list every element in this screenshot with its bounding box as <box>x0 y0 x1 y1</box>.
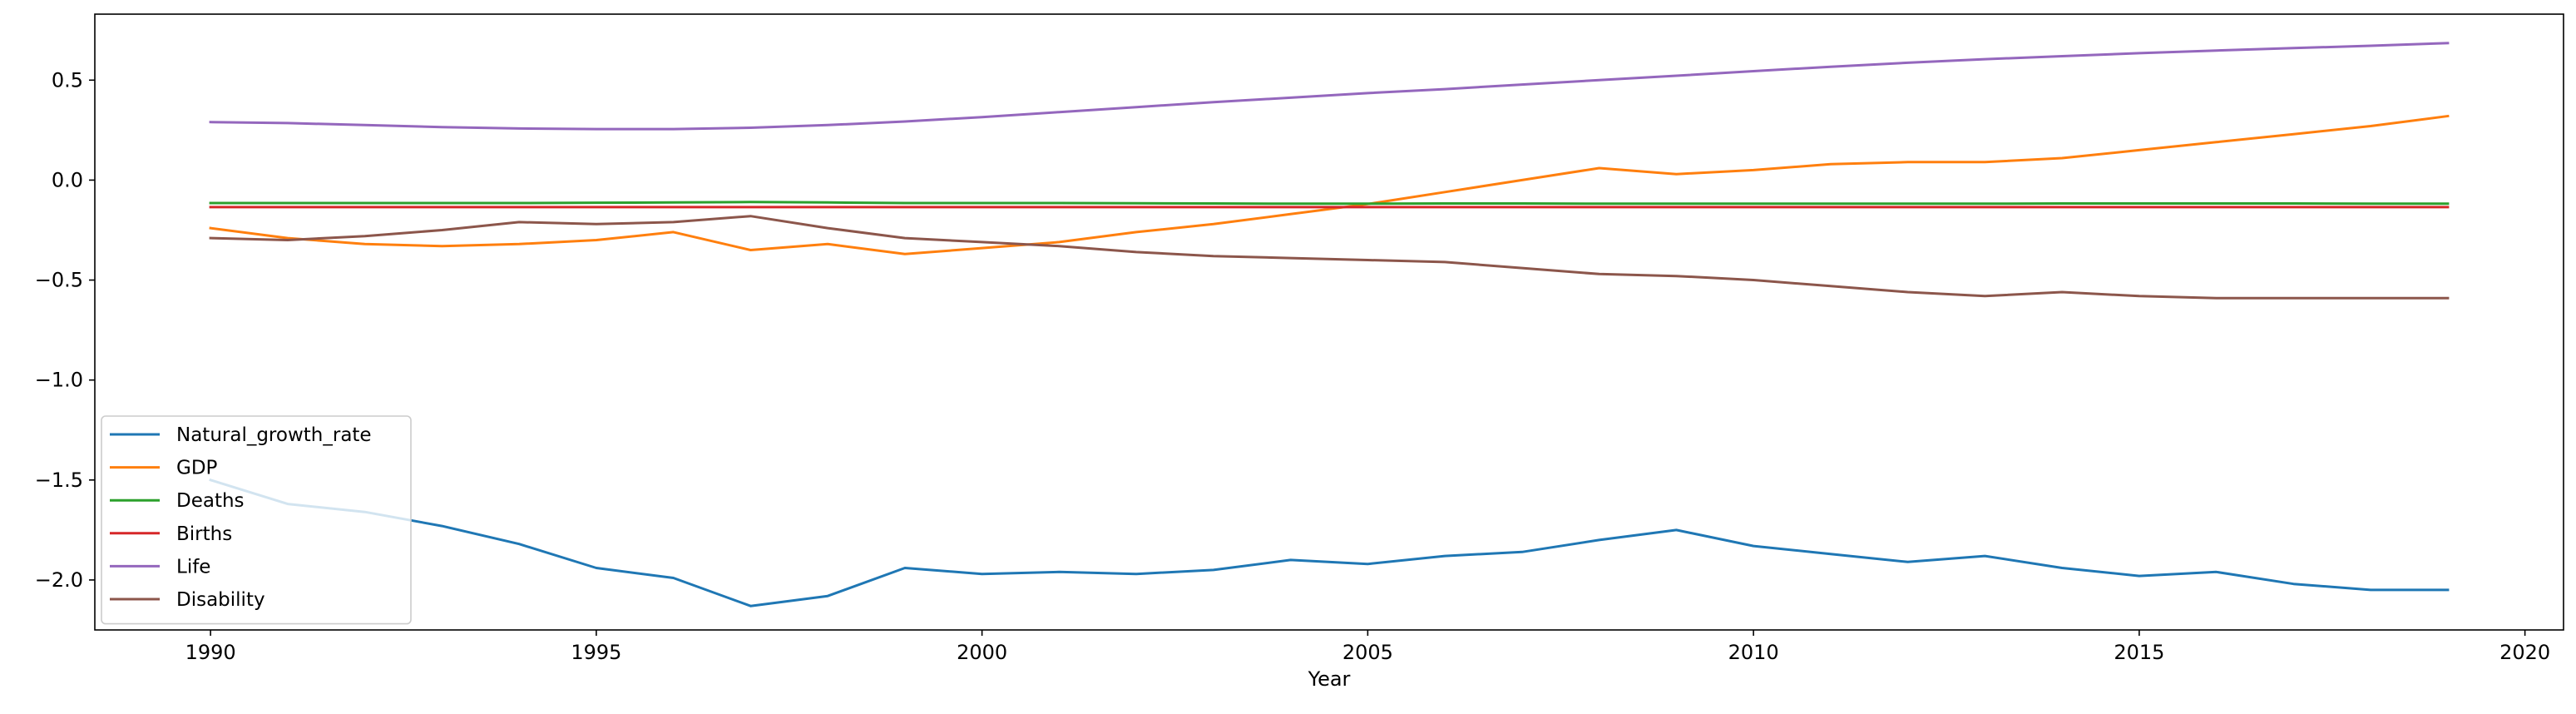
legend-box <box>101 415 412 625</box>
y-tick-label: 0.5 <box>52 68 83 92</box>
x-axis-title: Year <box>1308 667 1351 691</box>
x-tick-label: 2020 <box>2499 641 2550 664</box>
legend: Natural_growth_rate GDP Deaths Births Life Di… <box>101 415 412 625</box>
legend-label-gdp: GDP <box>176 458 218 479</box>
x-axis-ticks: 1990 1995 2000 2005 2010 2015 2020 <box>185 630 2550 664</box>
legend-label-life: Life <box>176 556 210 578</box>
y-tick-label: 0.0 <box>52 168 83 191</box>
series-layer <box>209 42 2450 607</box>
axes-frame <box>94 13 2564 631</box>
legend-label-natural-growth-rate: Natural_growth_rate <box>176 424 372 446</box>
y-tick-label: −1.0 <box>35 369 83 392</box>
series-line-natural-growth-rate <box>209 478 2450 607</box>
x-tick-label: 2000 <box>957 641 1007 664</box>
x-tick-label: 2010 <box>1728 641 1779 664</box>
x-tick-label: 1990 <box>185 641 236 664</box>
y-tick-label: −1.5 <box>35 469 83 492</box>
x-tick-label: 2015 <box>2114 641 2164 664</box>
legend-label-disability: Disability <box>176 589 265 611</box>
legend-items: Natural_growth_rate GDP Deaths Births Life Di… <box>110 424 372 611</box>
series-line-disability <box>209 215 2450 300</box>
x-tick-label: 2005 <box>1342 641 1393 664</box>
x-tick-label: 1995 <box>571 641 621 664</box>
plot-area: 1990 1995 2000 2005 2010 2015 2020 0.5 0.0 −0.5 −… <box>35 13 2564 664</box>
series-line-deaths <box>209 201 2450 206</box>
series-line-gdp <box>209 114 2450 255</box>
legend-label-births: Births <box>176 523 232 545</box>
y-axis-ticks: 0.5 0.0 −0.5 −1.0 −1.5 −2.0 <box>35 68 95 592</box>
legend-label-deaths: Deaths <box>176 490 245 512</box>
series-line-life <box>209 42 2450 131</box>
y-tick-label: −0.5 <box>35 269 83 292</box>
y-tick-label: −2.0 <box>35 568 83 592</box>
